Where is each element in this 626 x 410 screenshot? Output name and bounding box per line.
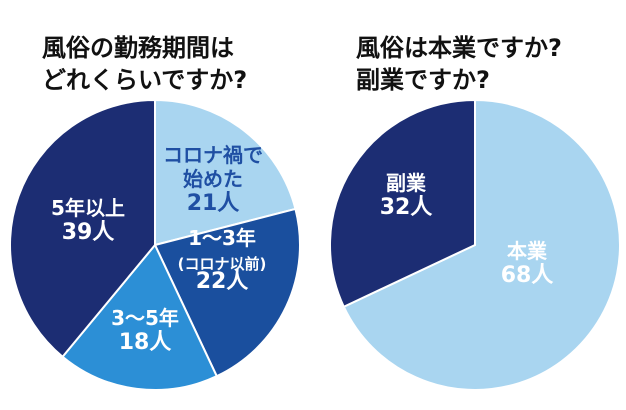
pie-1-slice-1 [329,98,476,309]
pie-0-slice-0-category: 始めた [183,167,243,191]
pie-0-slice-2 [61,243,219,391]
pie-0-slice-3-category: 5年以上 [51,196,125,220]
chart-title-job-line-2: 副業ですか? [356,66,490,94]
chart-title-duration-line-1: 風俗の勤務期間は [42,34,234,62]
pie-0-slice-3-value: 39人 [62,220,115,245]
chart-title-duration-line-2: どれくらいですか? [42,66,248,94]
pie-0-slice-0 [154,98,297,247]
pie-0-slice-1-label: 1～3年 (コロナ以前)22人 [178,226,267,294]
pie-0-slice-1-category: 1～3年 [188,226,256,250]
pie-1-slice-0 [342,98,621,391]
pie-0-slice-1-category: (コロナ以前) [178,255,267,273]
pie-1-slice-1-category: 副業 [386,171,427,195]
pie-0-slice-1 [153,207,301,378]
pie-0-slice-3 [9,98,156,359]
chart-title-job-line-1: 風俗は本業ですか? [356,34,562,62]
pie-0-slice-0-value: 21人 [187,191,240,216]
pie-0-slice-2-value: 18人 [119,330,172,355]
chart-title-duration: 風俗の勤務期間は どれくらいですか? [42,32,247,96]
pie-1-slice-1-value: 32人 [380,195,433,220]
pie-1-slice-0-value: 68人 [501,263,554,288]
pie-0-slice-2-category: 3～5年 [111,306,179,330]
pie-1-slice-0-category: 本業 [507,239,548,263]
chart-title-main-or-side-job: 風俗は本業ですか? 副業ですか? [356,32,562,96]
pie-0-slice-0-category: コロナ禍で [163,143,263,167]
pie-0-slice-1-value: 22人 [196,269,249,294]
